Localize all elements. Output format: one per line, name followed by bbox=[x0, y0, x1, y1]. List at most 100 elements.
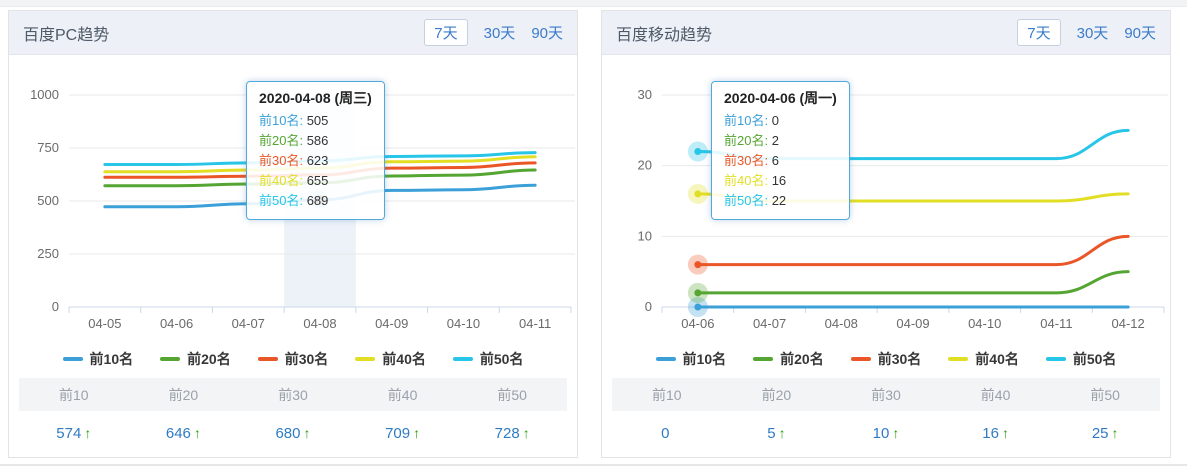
rank-value: 0 bbox=[661, 425, 670, 442]
panel-header: 百度PC趋势 7天 30天 90天 bbox=[9, 11, 577, 55]
rank-value: 5 bbox=[767, 425, 776, 442]
legend-item-rank50[interactable]: 前50名 bbox=[452, 349, 523, 369]
pc-trend-panel: 百度PC趋势 7天 30天 90天 0 250 500 750 1000 04-05 04-… bbox=[8, 10, 578, 458]
legend-dash-icon bbox=[452, 357, 473, 361]
legend-dash-icon bbox=[655, 357, 676, 361]
legend-item-rank40[interactable]: 前40名 bbox=[948, 349, 1019, 369]
up-arrow-icon: ↑ bbox=[84, 425, 92, 441]
legend-dash-icon bbox=[355, 357, 376, 361]
tab-90days[interactable]: 90天 bbox=[531, 25, 563, 42]
rank-value: 10 bbox=[872, 425, 890, 442]
table-value-cell: 0 bbox=[612, 425, 722, 443]
tab-7days[interactable]: 7天 bbox=[424, 19, 468, 46]
table-header-cell: 前50 bbox=[1090, 386, 1120, 403]
tooltip-value: 623 bbox=[306, 152, 329, 168]
legend-item-rank20[interactable]: 前20名 bbox=[160, 349, 231, 369]
tooltip-label: 前30名: bbox=[724, 152, 769, 168]
up-arrow-icon: ↑ bbox=[522, 425, 530, 441]
up-arrow-icon: ↑ bbox=[193, 425, 201, 441]
tooltip-row: 前10名: 0 bbox=[724, 111, 837, 131]
tooltip-label: 前30名: bbox=[259, 152, 304, 168]
legend-dash-icon bbox=[160, 357, 181, 361]
rank-table-header: 前10 前20 前30 前40 前50 bbox=[612, 378, 1160, 411]
tooltip-row: 前40名: 655 bbox=[259, 171, 372, 191]
up-arrow-icon: ↑ bbox=[778, 425, 786, 441]
tab-7days[interactable]: 7天 bbox=[1017, 19, 1061, 46]
range-tabs: 7天 30天 90天 bbox=[424, 19, 563, 46]
table-value-cell: 574 ↑ bbox=[19, 425, 129, 443]
legend-item-rank10[interactable]: 前10名 bbox=[62, 349, 133, 369]
tooltip-label: 前20名: bbox=[724, 132, 769, 148]
tooltip-value: 689 bbox=[306, 193, 329, 209]
table-header-cell: 前10 bbox=[652, 386, 682, 403]
chart-tooltip: 2020-04-06 (周一) 前10名: 0 前20名: 2 前30名: 6 … bbox=[711, 81, 850, 221]
legend-item-rank20[interactable]: 前20名 bbox=[753, 349, 824, 369]
table-value-cell: 646 ↑ bbox=[129, 425, 239, 443]
legend-item-rank50[interactable]: 前50名 bbox=[1045, 349, 1116, 369]
legend-item-rank10[interactable]: 前10名 bbox=[655, 349, 726, 369]
legend-dash-icon bbox=[753, 357, 774, 361]
legend-item-rank40[interactable]: 前40名 bbox=[355, 349, 426, 369]
table-value-cell: 680 ↑ bbox=[238, 425, 348, 443]
page-top-strip bbox=[0, 0, 1187, 7]
rank-value: 25 bbox=[1091, 425, 1109, 442]
svg-text:0: 0 bbox=[52, 299, 59, 314]
table-value-cell: 10 ↑ bbox=[831, 425, 941, 443]
tooltip-date: 2020-04-08 (周三) bbox=[259, 90, 372, 106]
tooltip-row: 前40名: 16 bbox=[724, 171, 837, 191]
table-value-cell: 5 ↑ bbox=[722, 425, 832, 443]
up-arrow-icon: ↑ bbox=[1001, 425, 1009, 441]
rank-value: 680 bbox=[275, 425, 301, 442]
svg-text:1000: 1000 bbox=[30, 87, 59, 102]
table-header-cell: 前20 bbox=[168, 386, 199, 403]
tooltip-value: 586 bbox=[306, 132, 329, 148]
up-arrow-icon: ↑ bbox=[413, 425, 421, 441]
rank-value: 574 bbox=[56, 425, 82, 442]
panel-title: 百度PC趋势 bbox=[23, 26, 110, 44]
svg-text:04-10: 04-10 bbox=[968, 316, 1001, 331]
panel-header: 百度移动趋势 7天 30天 90天 bbox=[602, 11, 1170, 55]
rank-table: 前10 前20 前30 前40 前50 0 5 ↑ 10 ↑ 16 ↑ 25 ↑ bbox=[612, 378, 1160, 457]
table-header-cell: 前30 bbox=[278, 386, 308, 403]
tooltip-value: 655 bbox=[306, 173, 329, 189]
tooltip-label: 前20名: bbox=[259, 132, 304, 148]
table-header-cell: 前50 bbox=[497, 386, 527, 403]
chart-area[interactable]: 0 10 20 30 04-06 04-07 04-08 04-09 04-10 04-11 04-… bbox=[602, 55, 1170, 343]
chart-area[interactable]: 0 250 500 750 1000 04-05 04-06 04-07 04-08 04-09 0… bbox=[9, 55, 577, 343]
rank-table: 前10 前20 前30 前40 前50 574 ↑ 646 ↑ 680 ↑ 709 ↑ … bbox=[19, 378, 567, 457]
legend-item-rank30[interactable]: 前30名 bbox=[850, 349, 921, 369]
svg-text:04-06: 04-06 bbox=[160, 316, 193, 331]
rank-table-values: 574 ↑ 646 ↑ 680 ↑ 709 ↑ 728 ↑ bbox=[19, 411, 567, 457]
tooltip-row: 前30名: 623 bbox=[259, 151, 372, 171]
tooltip-value: 22 bbox=[771, 193, 787, 209]
svg-text:04-07: 04-07 bbox=[232, 316, 265, 331]
dashboard-panels: 百度PC趋势 7天 30天 90天 0 250 500 750 1000 04-05 04-… bbox=[0, 10, 1187, 458]
tooltip-label: 前40名: bbox=[724, 173, 769, 189]
tooltip-label: 前10名: bbox=[724, 112, 769, 128]
chart-legend: 前10名 前20名 前30名 前40名 前50名 bbox=[9, 343, 577, 375]
up-arrow-icon: ↑ bbox=[1111, 425, 1119, 441]
table-header-cell: 前40 bbox=[980, 386, 1011, 403]
legend-item-rank30[interactable]: 前30名 bbox=[257, 349, 328, 369]
legend-dash-icon bbox=[1045, 357, 1066, 361]
tab-90days[interactable]: 90天 bbox=[1124, 25, 1156, 42]
svg-text:250: 250 bbox=[37, 246, 59, 261]
footer-divider bbox=[0, 464, 1187, 466]
up-arrow-icon: ↑ bbox=[892, 425, 900, 441]
svg-text:04-07: 04-07 bbox=[753, 316, 786, 331]
mobile-trend-panel: 百度移动趋势 7天 30天 90天 0 10 20 30 04-06 04-07 04-08… bbox=[601, 10, 1171, 458]
rank-value: 709 bbox=[385, 425, 411, 442]
tooltip-label: 前40名: bbox=[259, 173, 304, 189]
rank-value: 646 bbox=[165, 425, 191, 442]
svg-text:04-06: 04-06 bbox=[681, 316, 714, 331]
tab-30days[interactable]: 30天 bbox=[1076, 25, 1109, 42]
table-header-cell: 前20 bbox=[761, 386, 792, 403]
table-header-cell: 前40 bbox=[387, 386, 418, 403]
legend-dash-icon bbox=[948, 357, 969, 361]
rank-table-header: 前10 前20 前30 前40 前50 bbox=[19, 378, 567, 411]
tooltip-row: 前20名: 2 bbox=[724, 131, 837, 151]
rank-value: 16 bbox=[982, 425, 999, 442]
tab-30days[interactable]: 30天 bbox=[483, 25, 516, 42]
svg-text:04-11: 04-11 bbox=[519, 316, 551, 331]
